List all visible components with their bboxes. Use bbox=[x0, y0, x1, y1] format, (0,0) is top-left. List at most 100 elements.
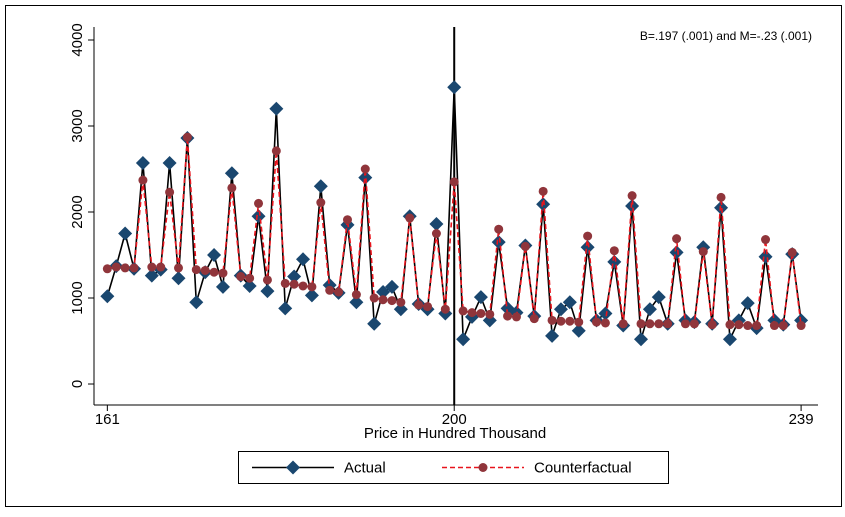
point bbox=[254, 198, 264, 208]
point bbox=[191, 265, 201, 275]
point bbox=[634, 332, 649, 347]
point bbox=[378, 295, 388, 305]
point bbox=[296, 252, 311, 267]
point bbox=[651, 290, 666, 305]
point bbox=[251, 209, 266, 224]
point bbox=[722, 332, 737, 347]
point bbox=[227, 183, 237, 193]
point bbox=[796, 321, 806, 331]
point bbox=[102, 264, 112, 274]
point bbox=[376, 284, 391, 299]
point bbox=[325, 285, 335, 295]
point bbox=[689, 319, 699, 329]
point bbox=[165, 187, 175, 197]
point bbox=[458, 306, 468, 316]
point bbox=[396, 297, 406, 307]
y-tick-label: 4000 bbox=[69, 23, 86, 56]
point bbox=[672, 234, 682, 244]
point bbox=[144, 268, 159, 283]
point bbox=[787, 247, 797, 257]
point bbox=[654, 319, 664, 329]
point bbox=[120, 263, 130, 273]
point bbox=[447, 80, 462, 95]
x-tick-label: 239 bbox=[789, 411, 814, 428]
point bbox=[743, 321, 753, 331]
point bbox=[224, 166, 239, 181]
point bbox=[414, 300, 424, 310]
point bbox=[536, 197, 551, 212]
point bbox=[393, 302, 408, 317]
point bbox=[520, 241, 530, 251]
point bbox=[547, 315, 557, 325]
point bbox=[182, 132, 192, 142]
point bbox=[280, 278, 290, 288]
point bbox=[663, 319, 673, 329]
point bbox=[129, 263, 139, 273]
point bbox=[669, 245, 684, 260]
point bbox=[645, 319, 655, 329]
point bbox=[147, 262, 157, 272]
x-tick-label: 161 bbox=[95, 411, 120, 428]
point bbox=[761, 235, 771, 245]
point bbox=[209, 267, 219, 277]
point bbox=[429, 217, 444, 232]
x-tick-label: 200 bbox=[442, 411, 467, 428]
point bbox=[503, 311, 513, 321]
point bbox=[269, 101, 284, 116]
point bbox=[473, 290, 488, 305]
point bbox=[494, 224, 504, 234]
y-tick-label: 0 bbox=[69, 380, 86, 388]
point bbox=[384, 279, 399, 294]
point bbox=[476, 308, 486, 318]
point bbox=[287, 269, 302, 284]
point bbox=[156, 262, 166, 272]
point bbox=[734, 320, 744, 330]
y-tick-label: 1000 bbox=[69, 281, 86, 314]
point bbox=[245, 273, 255, 283]
point bbox=[162, 155, 177, 170]
point bbox=[405, 213, 415, 223]
point bbox=[598, 306, 613, 321]
point bbox=[607, 254, 622, 269]
point bbox=[491, 235, 506, 250]
point bbox=[313, 179, 328, 194]
point bbox=[367, 316, 382, 331]
point bbox=[189, 295, 204, 310]
point bbox=[351, 290, 361, 300]
legend-label: Counterfactual bbox=[534, 460, 632, 477]
legend-label: Actual bbox=[344, 460, 386, 477]
point bbox=[778, 321, 788, 331]
point bbox=[173, 263, 183, 273]
point bbox=[440, 304, 450, 314]
point bbox=[580, 240, 595, 255]
point bbox=[627, 191, 637, 201]
point bbox=[289, 279, 299, 289]
point bbox=[111, 262, 121, 272]
point bbox=[342, 215, 352, 225]
point bbox=[138, 175, 148, 185]
point bbox=[215, 279, 230, 294]
point bbox=[511, 312, 521, 322]
point bbox=[200, 265, 210, 275]
point bbox=[571, 323, 586, 338]
point bbox=[574, 317, 584, 327]
point bbox=[449, 177, 459, 187]
point bbox=[262, 275, 272, 285]
point bbox=[562, 295, 577, 310]
point bbox=[758, 249, 773, 264]
point bbox=[118, 226, 133, 241]
point bbox=[707, 320, 717, 330]
point bbox=[423, 302, 433, 312]
point bbox=[609, 246, 619, 256]
point bbox=[431, 229, 441, 239]
x-axis-title: Price in Hundred Thousand bbox=[364, 425, 546, 442]
point bbox=[218, 268, 228, 278]
point bbox=[369, 293, 379, 303]
point bbox=[278, 301, 293, 316]
point bbox=[316, 198, 326, 208]
point bbox=[334, 287, 344, 297]
point bbox=[349, 295, 364, 310]
point bbox=[583, 231, 593, 241]
point bbox=[680, 319, 690, 329]
point bbox=[592, 317, 602, 327]
